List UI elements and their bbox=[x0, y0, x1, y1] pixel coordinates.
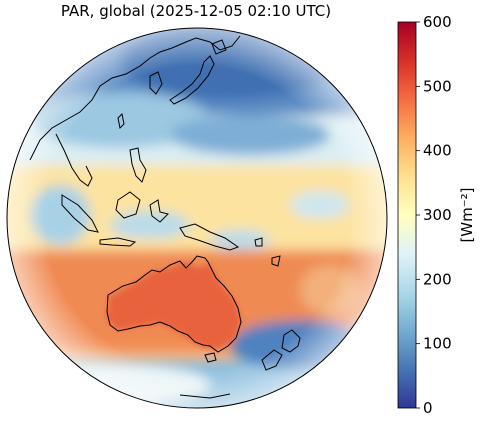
colorbar-tick-label: 600 bbox=[423, 13, 452, 31]
philippines-coastline bbox=[129, 147, 147, 183]
colorbar-gradient bbox=[397, 21, 417, 409]
asia-coastline bbox=[29, 35, 241, 161]
australia-coastline bbox=[106, 255, 242, 353]
colorbar-unit-label: [Wm⁻²] bbox=[458, 187, 476, 242]
sumatra-coastline bbox=[61, 194, 99, 233]
colorbar-tick-label: 100 bbox=[423, 335, 452, 353]
indochina-coastline bbox=[55, 133, 93, 187]
hokkaido-coastline bbox=[211, 39, 227, 55]
sulawesi-coastline bbox=[149, 199, 169, 223]
japan-coastline bbox=[169, 55, 215, 105]
java-coastline bbox=[99, 237, 137, 247]
map-title: PAR, global (2025-12-05 02:10 UTC) bbox=[60, 2, 332, 20]
coastlines bbox=[29, 35, 301, 399]
island-coastline bbox=[271, 255, 281, 267]
new-zealand-south-coastline bbox=[261, 349, 283, 371]
new-zealand-north-coastline bbox=[281, 329, 301, 353]
taiwan-coastline bbox=[117, 112, 125, 130]
colorbar-tick-label: 500 bbox=[423, 77, 452, 95]
colorbar-tick-label: 0 bbox=[423, 399, 433, 417]
antarctica-coastline bbox=[179, 393, 231, 399]
borneo-coastline bbox=[115, 191, 141, 219]
disk-outline bbox=[6, 27, 388, 409]
korea-coastline bbox=[149, 71, 163, 95]
colorbar-ticks: 0 100 200 300 400 500 600 bbox=[416, 13, 452, 417]
colorbar-tick-label: 400 bbox=[423, 142, 452, 160]
island-coastline bbox=[254, 237, 263, 247]
tasmania-coastline bbox=[204, 352, 217, 363]
colorbar-tick-label: 300 bbox=[423, 206, 452, 224]
colorbar-tick-label: 200 bbox=[423, 270, 452, 288]
new-guinea-coastline bbox=[179, 223, 240, 251]
